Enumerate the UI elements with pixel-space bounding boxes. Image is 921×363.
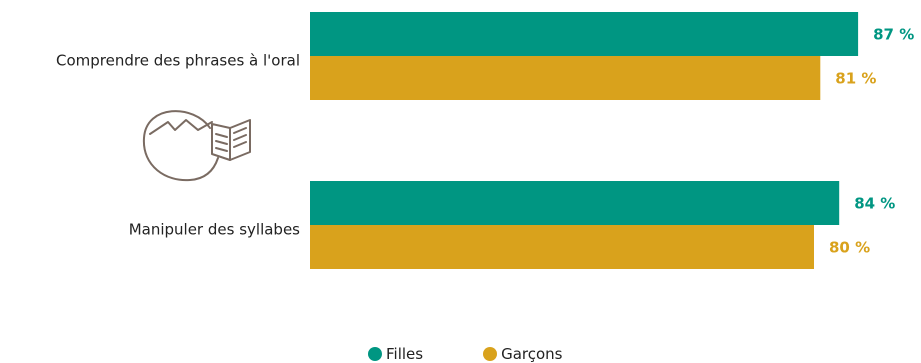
legend-swatch-garcons	[483, 347, 498, 361]
bar-filles-comprendre-phrases	[310, 12, 859, 56]
bar-garcons-manipuler-syllabes	[310, 225, 814, 269]
legend-label-garcons: Garçons	[501, 345, 563, 363]
category-label-manipuler-syllabes: Manipuler des syllabes	[129, 221, 300, 239]
legend: Filles Garçons	[368, 345, 563, 363]
value-label-garcons-manipuler-syllabes: 80 %	[829, 239, 870, 257]
legend-label-filles: Filles	[386, 345, 424, 363]
legend-item-garcons: Garçons	[483, 345, 563, 363]
legend-item-filles: Filles	[368, 345, 423, 363]
labels-group: Comprendre des phrases à l'oral 87 % 81 % M…	[56, 26, 914, 257]
value-label-garcons-comprendre-phrases: 81 %	[835, 70, 876, 88]
bar-filles-manipuler-syllabes	[310, 181, 840, 225]
bars-group	[310, 12, 859, 269]
bar-garcons-comprendre-phrases	[310, 56, 821, 100]
value-label-filles-manipuler-syllabes: 84 %	[854, 195, 895, 213]
child-reading-book-icon	[142, 110, 251, 182]
legend-swatch-filles	[368, 347, 382, 361]
category-label-comprendre-phrases: Comprendre des phrases à l'oral	[56, 52, 300, 70]
value-label-filles-comprendre-phrases: 87 %	[873, 26, 914, 44]
